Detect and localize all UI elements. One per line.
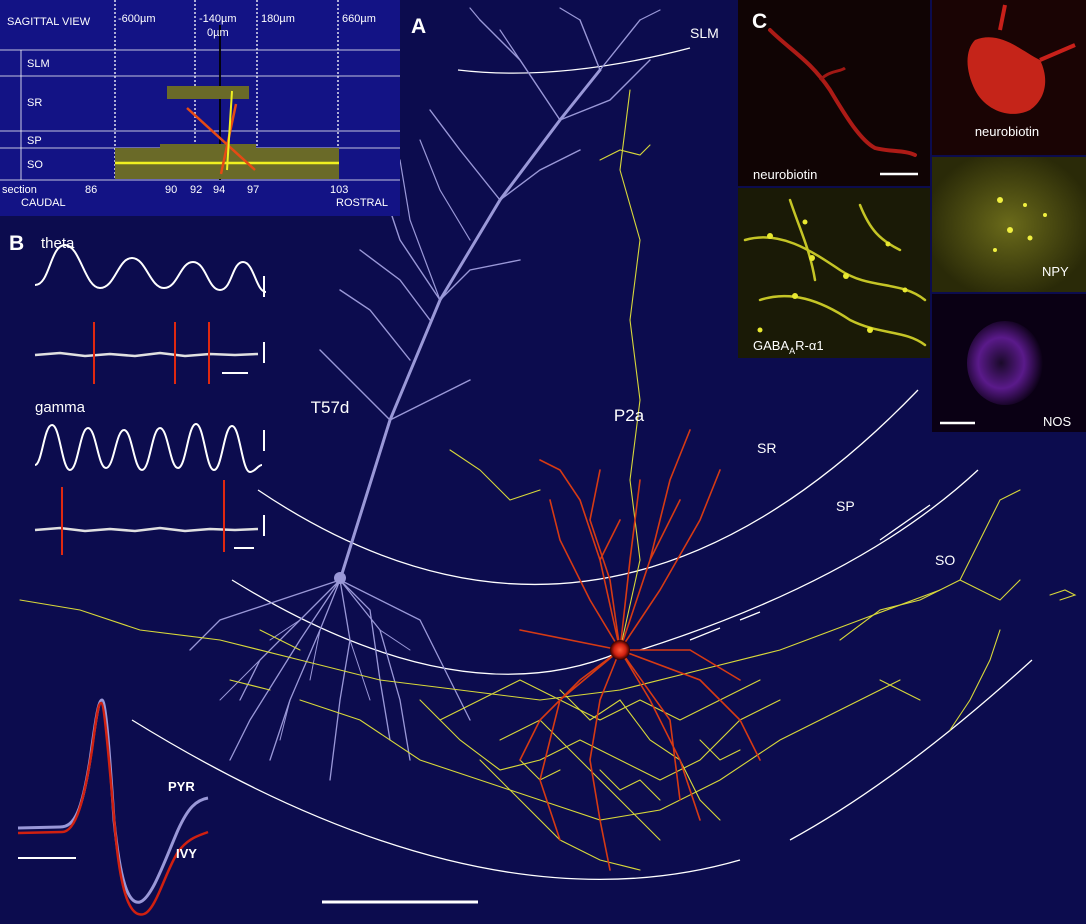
gaba-label-tail: R-α1 (795, 338, 823, 353)
pyramidal-cell-t57d (189, 7, 661, 781)
ivy-label: IVY (176, 846, 197, 861)
panel-label-a: A (411, 15, 426, 38)
sr-sp-boundary (257, 389, 919, 586)
panel-c-immunostains: neurobiotin C GABAAR-α1 neurobiotin (738, 0, 1086, 432)
so-alveus-boundary (131, 659, 1033, 881)
nos-label: NOS (1043, 414, 1072, 429)
inset-layer-label: SR (27, 97, 42, 109)
gaba-label-main: GABA (753, 338, 789, 353)
position-label: -140µm (199, 13, 237, 25)
section-number: 94 (213, 184, 225, 196)
pyr-label: PYR (168, 779, 195, 794)
position-label: 0µm (207, 27, 229, 39)
panel-label-b: B (9, 232, 24, 255)
section-number: 86 (85, 184, 97, 196)
gamma-label: gamma (35, 399, 86, 416)
layer-label-sp: SP (836, 498, 855, 514)
cell-label-t57d: T57d (311, 398, 350, 417)
gamma-trace (34, 422, 263, 474)
gamma-spike-train (34, 526, 259, 533)
inset-layer-label: SLM (27, 58, 50, 70)
position-label: 180µm (261, 13, 295, 25)
position-label: -600µm (118, 13, 156, 25)
caudal-label: CAUDAL (21, 197, 66, 209)
ivy-waveform (17, 701, 209, 916)
inset-layer-label: SO (27, 159, 43, 171)
theta-label: theta (41, 235, 75, 252)
sp-so-boundary (231, 469, 979, 675)
panel-b-traces: B theta gamma (9, 232, 267, 555)
gaba-receptor-label: GABAAR-α1 (753, 338, 824, 356)
rostral-label: ROSTRAL (336, 197, 388, 209)
section-label: section (2, 184, 37, 196)
section-number: 92 (190, 184, 202, 196)
npy-image (932, 157, 1086, 292)
inset-layer-label: SP (27, 135, 42, 147)
npy-label: NPY (1042, 264, 1069, 279)
neurobiotin-left-label: neurobiotin (753, 167, 817, 182)
sagittal-title: SAGITTAL VIEW (7, 16, 91, 28)
sagittal-view-inset: SAGITTAL VIEW -600µm -140µm 0µm 180µm 66… (0, 0, 400, 216)
ivy-cell-p2a (519, 429, 761, 871)
ivy-cell-axon (19, 89, 1077, 871)
neurobiotin-right-label: neurobiotin (975, 124, 1039, 139)
layer-label-so: SO (935, 552, 955, 568)
position-label: 660µm (342, 13, 376, 25)
theta-spike-train (34, 351, 259, 358)
section-number: 103 (330, 184, 348, 196)
slm-boundary (457, 47, 691, 74)
layer-label-sr: SR (757, 440, 776, 456)
spike-waveforms: PYR IVY (17, 698, 209, 916)
section-number: 90 (165, 184, 177, 196)
sp-so-boundary-dash (689, 504, 931, 641)
layer-label-slm: SLM (690, 25, 719, 41)
gaba-receptor-image (738, 188, 930, 358)
section-number: 97 (247, 184, 259, 196)
layer-boundaries (131, 47, 1033, 881)
theta-trace (34, 243, 267, 293)
gaba-label-sub: A (789, 346, 795, 356)
panel-label-c: C (752, 10, 767, 33)
cell-label-p2a: P2a (614, 406, 645, 425)
